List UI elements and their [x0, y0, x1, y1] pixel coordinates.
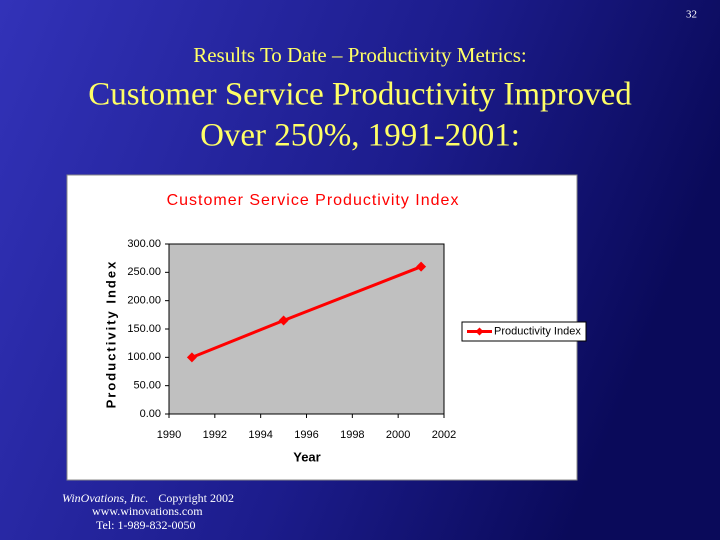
- page-number: 32: [686, 9, 697, 21]
- x-tick-label: 2000: [386, 429, 410, 441]
- x-tick-label: 2002: [432, 429, 456, 441]
- x-tick-label: 1994: [248, 429, 272, 441]
- x-axis-label: Year: [293, 449, 320, 464]
- x-tick-label: 1996: [294, 429, 318, 441]
- plot-area: [168, 243, 445, 415]
- phone: Tel: 1-989-832-0050: [96, 518, 195, 532]
- marker: [186, 352, 197, 363]
- y-tick-label: 50.00: [133, 380, 161, 392]
- legend: [461, 321, 587, 342]
- website: www.winovations.com: [92, 504, 203, 518]
- marker: [278, 315, 289, 326]
- legend-label: Productivity Index: [494, 325, 581, 337]
- subtitle: Results To Date – Productivity Metrics:: [193, 43, 527, 67]
- title-line: Over 250%, 1991-2001:: [200, 118, 520, 154]
- y-tick-label: 200.00: [127, 295, 161, 307]
- y-tick-label: 0.00: [140, 408, 161, 420]
- x-tick-label: 1998: [340, 429, 364, 441]
- company: WinOvations, Inc.: [62, 491, 148, 505]
- copyright: Copyright 2002: [158, 491, 234, 505]
- x-tick-label: 1992: [203, 429, 227, 441]
- y-axis-label: Productivity Index: [103, 260, 118, 409]
- y-tick-label: 300.00: [127, 238, 161, 250]
- footer-line: WinOvations, Inc. Copyright 2002: [62, 491, 234, 505]
- marker: [416, 261, 427, 272]
- y-tick-label: 150.00: [127, 323, 161, 335]
- x-tick-label: 1990: [157, 429, 181, 441]
- y-tick-label: 100.00: [127, 351, 161, 363]
- legend-marker: [475, 327, 484, 336]
- y-tick-label: 250.00: [127, 266, 161, 278]
- title-line: Customer Service Productivity Improved: [88, 77, 632, 113]
- chart-title: Customer Service Productivity Index: [167, 192, 460, 209]
